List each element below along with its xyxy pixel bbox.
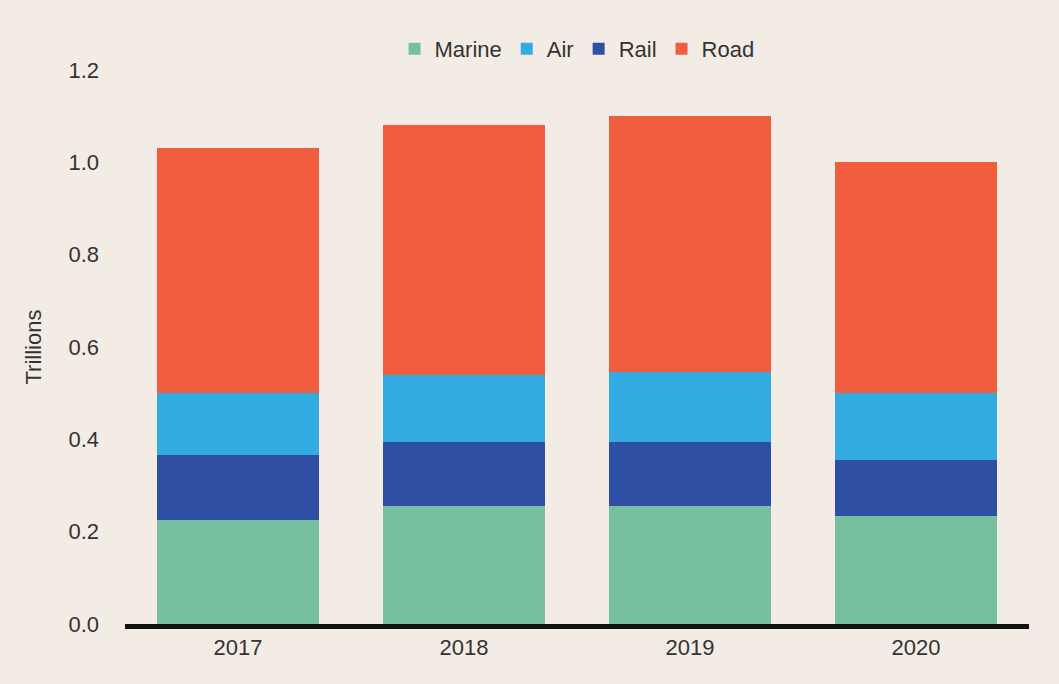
svg-text:2018: 2018 (440, 635, 489, 660)
svg-text:2017: 2017 (214, 635, 263, 660)
svg-text:2019: 2019 (666, 635, 715, 660)
svg-text:Marine: Marine (435, 37, 502, 62)
svg-text:Air: Air (547, 37, 574, 62)
svg-text:1.0: 1.0 (68, 150, 99, 175)
svg-text:0.6: 0.6 (68, 335, 99, 360)
svg-text:0.0: 0.0 (68, 612, 99, 637)
svg-text:0.2: 0.2 (68, 519, 99, 544)
svg-text:1.2: 1.2 (68, 58, 99, 83)
svg-text:Trillions: Trillions (21, 310, 46, 385)
svg-text:0.8: 0.8 (68, 242, 99, 267)
svg-text:0.4: 0.4 (68, 427, 99, 452)
svg-text:2020: 2020 (892, 635, 941, 660)
svg-text:Rail: Rail (619, 37, 657, 62)
svg-text:Road: Road (702, 37, 755, 62)
